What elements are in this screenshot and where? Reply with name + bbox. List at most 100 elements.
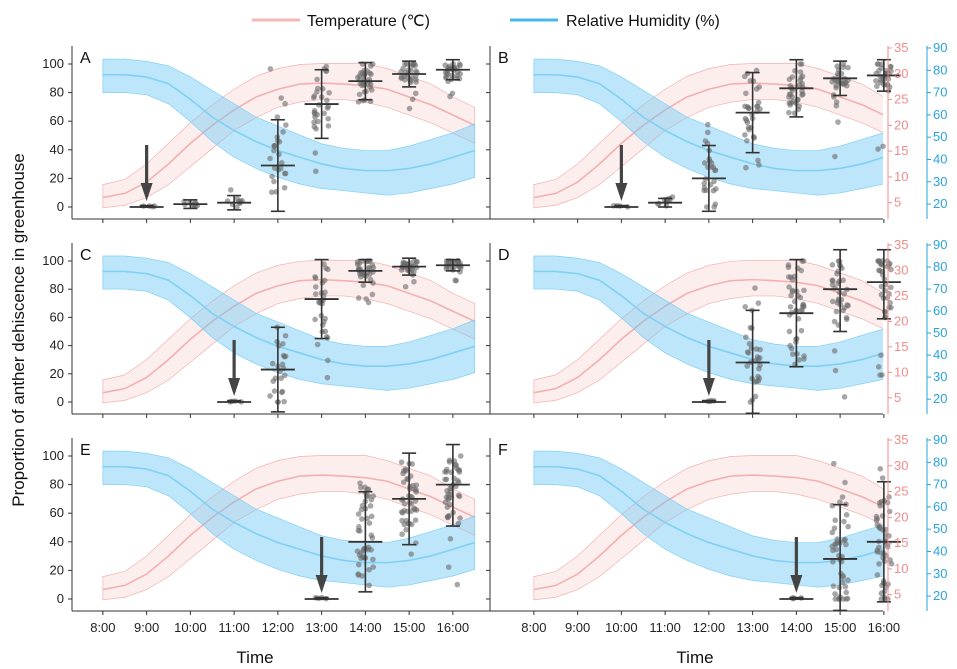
group-14:00	[779, 595, 814, 602]
group-14:00	[779, 258, 814, 368]
data-point	[312, 284, 319, 290]
data-point	[326, 89, 332, 96]
data-point	[829, 543, 835, 550]
data-point	[880, 143, 886, 150]
panel-D: D 5 10 15 20 25 30 35 20 30 40 50 60 70 80 90	[486, 237, 947, 418]
data-point	[888, 561, 895, 567]
data-point	[361, 89, 368, 95]
humidity-tick-label: 40	[933, 347, 947, 362]
data-point	[843, 512, 850, 518]
data-point	[403, 467, 409, 474]
data-point	[843, 596, 850, 602]
data-point	[414, 259, 420, 265]
group-12:00	[691, 397, 726, 405]
data-point	[312, 111, 318, 117]
humidity-tick-label: 90	[933, 40, 947, 55]
y-tick-label: 100	[42, 448, 64, 463]
group-13:00	[304, 258, 339, 381]
group-12:00	[260, 66, 295, 213]
humidity-tick-label: 50	[933, 325, 947, 340]
data-point	[281, 398, 287, 405]
x-tick-label: 14:00	[349, 620, 382, 635]
data-point	[878, 596, 885, 602]
data-point	[829, 78, 835, 85]
data-point	[403, 526, 409, 533]
data-point	[442, 476, 448, 483]
data-point	[887, 299, 893, 306]
humidity-tick-label: 20	[933, 196, 947, 211]
data-point	[797, 77, 804, 84]
data-point	[742, 304, 749, 310]
data-point	[877, 466, 884, 472]
data-point	[789, 351, 796, 357]
data-point	[413, 507, 420, 513]
data-point	[413, 482, 420, 488]
data-point	[829, 262, 836, 268]
data-point	[831, 348, 838, 354]
data-point	[750, 134, 757, 140]
data-point	[874, 572, 881, 578]
data-point	[319, 85, 326, 92]
data-point	[446, 459, 453, 465]
temperature-tick-label: 15	[894, 339, 908, 354]
x-tick-label: 9:00	[134, 620, 159, 635]
data-point	[442, 499, 449, 506]
data-point	[878, 77, 884, 83]
humidity-tick-label: 30	[933, 566, 947, 581]
y-tick-label: 0	[57, 199, 64, 214]
group-16:00	[435, 258, 470, 284]
data-point	[402, 283, 409, 290]
humidity-tick-label: 90	[933, 432, 947, 447]
temperature-tick-label: 25	[894, 92, 908, 107]
x-tick-label: 15:00	[393, 620, 426, 635]
data-point	[876, 561, 882, 567]
data-point	[746, 340, 753, 347]
data-point	[874, 549, 881, 555]
group-11:00	[648, 194, 683, 209]
data-point	[800, 302, 807, 309]
data-point	[705, 164, 711, 170]
y-tick-label: 20	[50, 562, 64, 577]
temperature-tick-label: 20	[894, 509, 908, 524]
data-point	[888, 284, 894, 291]
data-point	[366, 566, 372, 573]
data-point	[355, 295, 362, 301]
data-point	[878, 283, 885, 290]
data-point	[743, 164, 749, 171]
data-point	[789, 94, 795, 100]
data-point	[888, 266, 894, 273]
temperature-tick-label: 35	[894, 40, 908, 55]
data-point	[756, 355, 763, 361]
data-point	[398, 74, 405, 80]
data-point	[888, 68, 894, 74]
group-10:00	[173, 198, 208, 210]
data-point	[312, 291, 319, 297]
data-point	[321, 261, 327, 267]
panel-label: D	[498, 247, 510, 264]
humidity-tick-label: 30	[933, 174, 947, 189]
group-12:00	[691, 121, 726, 213]
humidity-tick-label: 80	[933, 259, 947, 274]
y-tick-label: 80	[50, 477, 64, 492]
temperature-tick-label: 5	[894, 195, 901, 210]
data-point	[399, 497, 405, 503]
data-point	[843, 589, 850, 596]
data-point	[322, 289, 328, 296]
data-point	[874, 83, 880, 89]
data-point	[785, 264, 792, 271]
y-tick-label: 80	[50, 85, 64, 100]
data-point	[873, 517, 880, 524]
data-point	[797, 294, 804, 301]
data-point	[270, 378, 276, 384]
humidity-tick-label: 90	[933, 237, 947, 252]
data-point	[279, 388, 286, 395]
group-15:00	[823, 248, 858, 400]
data-point	[358, 550, 365, 556]
data-point	[457, 453, 464, 459]
data-point	[370, 556, 376, 563]
data-point	[267, 66, 274, 72]
data-point	[452, 461, 459, 468]
data-point	[280, 129, 286, 135]
data-point	[356, 91, 363, 98]
panel-label: F	[498, 442, 508, 459]
